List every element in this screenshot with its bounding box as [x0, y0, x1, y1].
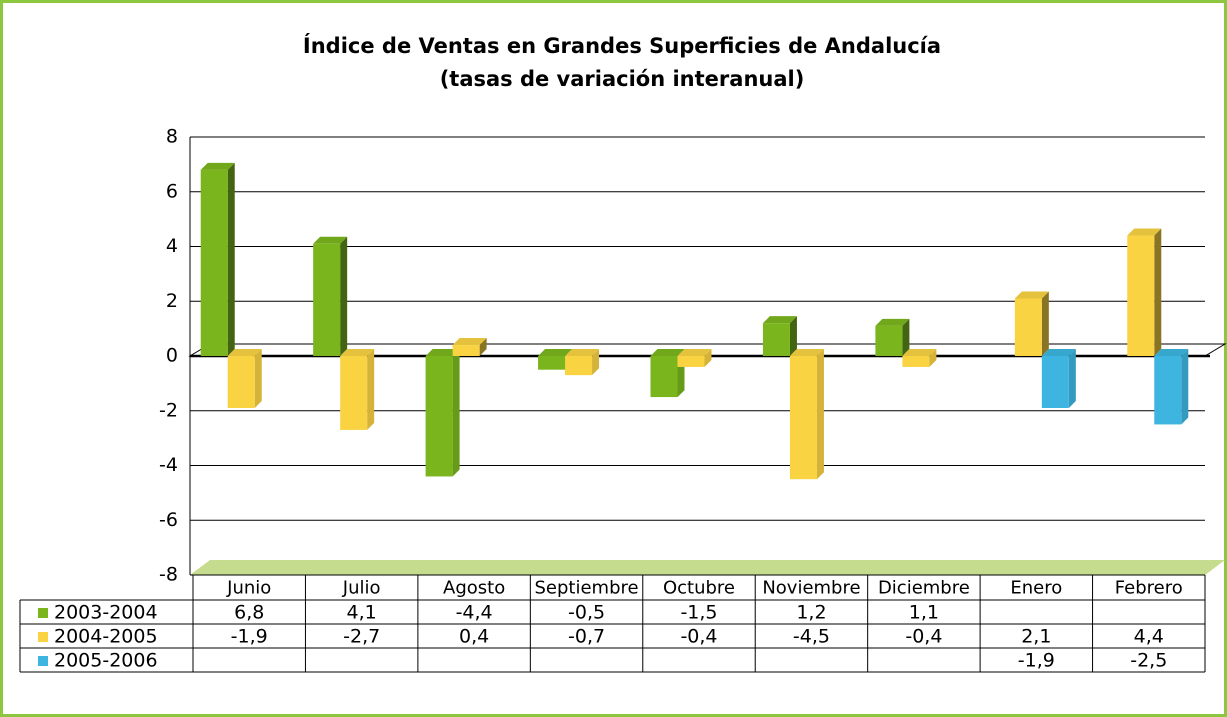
x-tick-label: Diciembre — [878, 578, 970, 599]
bar — [677, 356, 705, 367]
bar — [425, 356, 453, 477]
legend-label: 2005-2006 — [54, 650, 158, 672]
bar-side — [340, 236, 348, 356]
bar-top — [1154, 349, 1189, 356]
bar-top — [538, 349, 573, 356]
bar-top — [565, 349, 600, 356]
floor — [190, 560, 1225, 575]
bar-side — [592, 349, 600, 376]
bar-side — [816, 349, 824, 480]
bar — [650, 356, 678, 398]
chart-subtitle: (tasas de variación interanual) — [440, 67, 805, 91]
bar-side — [452, 349, 460, 477]
data-label: 1,2 — [796, 602, 826, 624]
bar-side — [367, 349, 375, 430]
bar-top — [1041, 349, 1076, 356]
bar — [340, 356, 368, 430]
bar — [227, 356, 255, 409]
legend-swatch — [38, 656, 48, 666]
bar — [762, 323, 790, 356]
bar-side — [789, 316, 797, 356]
x-tick-label: Junio — [226, 578, 271, 599]
data-label: -2,7 — [343, 626, 380, 648]
bar-side — [704, 349, 712, 367]
legend-swatch — [38, 608, 48, 618]
x-tick-label: Julio — [342, 578, 381, 599]
data-label: -0,4 — [905, 626, 942, 648]
x-tick-label: Enero — [1010, 578, 1062, 599]
bar — [200, 169, 228, 356]
bar-top — [902, 349, 937, 356]
data-label: -4,5 — [793, 626, 830, 648]
bar — [1014, 298, 1042, 356]
bar — [1127, 235, 1155, 356]
bar-top — [1127, 228, 1162, 236]
data-label: 1,1 — [909, 602, 939, 624]
bar-side — [1068, 349, 1076, 409]
bar-top — [875, 318, 910, 326]
bar-top — [789, 349, 824, 356]
bar-top — [425, 349, 460, 356]
data-label: -1,9 — [231, 626, 268, 648]
x-tick-label: Octubre — [663, 578, 735, 599]
data-label: 0,4 — [459, 626, 489, 648]
y-tick-label: 8 — [166, 126, 178, 148]
chart-title: Índice de Ventas en Grandes Superficies … — [303, 33, 941, 58]
bar — [875, 325, 903, 356]
data-label: 4,1 — [347, 602, 377, 624]
data-label: -0,5 — [568, 602, 605, 624]
data-label: -0,7 — [568, 626, 605, 648]
bar — [789, 356, 817, 480]
x-tick-label: Noviembre — [762, 578, 860, 599]
bar — [1041, 356, 1069, 409]
bar — [1154, 356, 1182, 425]
data-label: -1,9 — [1018, 650, 1055, 672]
data-label: 6,8 — [234, 602, 264, 624]
data-label: 2,1 — [1021, 626, 1051, 648]
y-tick-label: -8 — [159, 564, 178, 586]
bar-side — [1041, 291, 1049, 356]
bar-top — [452, 338, 487, 346]
legend-swatch — [38, 632, 48, 642]
bar-side — [479, 338, 487, 356]
bar-side — [929, 349, 937, 367]
data-label: 4,4 — [1134, 626, 1164, 648]
bar — [538, 356, 566, 370]
bar — [452, 345, 480, 356]
y-tick-label: 6 — [166, 180, 178, 202]
bar-side — [902, 318, 910, 356]
bar-top — [200, 162, 235, 170]
bar-top — [650, 349, 685, 356]
bar-top — [1014, 291, 1049, 299]
x-tick-label: Febrero — [1115, 578, 1183, 599]
bar-side — [1181, 349, 1189, 425]
bar-side — [1154, 228, 1162, 356]
legend-label: 2004-2005 — [54, 626, 158, 648]
legend-label: 2003-2004 — [54, 602, 158, 624]
bar-top — [313, 236, 348, 244]
bar-side — [227, 162, 235, 356]
data-label: -0,4 — [680, 626, 717, 648]
bar — [902, 356, 930, 367]
bar-side — [254, 349, 262, 409]
bar-top — [227, 349, 262, 356]
bar-top — [677, 349, 712, 356]
y-tick-label: 4 — [166, 235, 178, 257]
x-tick-label: Agosto — [443, 578, 505, 599]
y-tick-label: -4 — [159, 454, 178, 476]
bar — [565, 356, 593, 376]
y-tick-label: 2 — [166, 290, 178, 312]
x-tick-label: Septiembre — [535, 578, 639, 599]
bar-top — [762, 316, 797, 324]
data-label: -2,5 — [1130, 650, 1167, 672]
data-label: -4,4 — [456, 602, 493, 624]
data-label: -1,5 — [680, 602, 717, 624]
bar-top — [340, 349, 375, 356]
y-tick-label: -6 — [159, 509, 178, 531]
bar — [313, 243, 341, 356]
y-tick-label: 0 — [166, 345, 178, 367]
y-tick-label: -2 — [159, 399, 178, 421]
